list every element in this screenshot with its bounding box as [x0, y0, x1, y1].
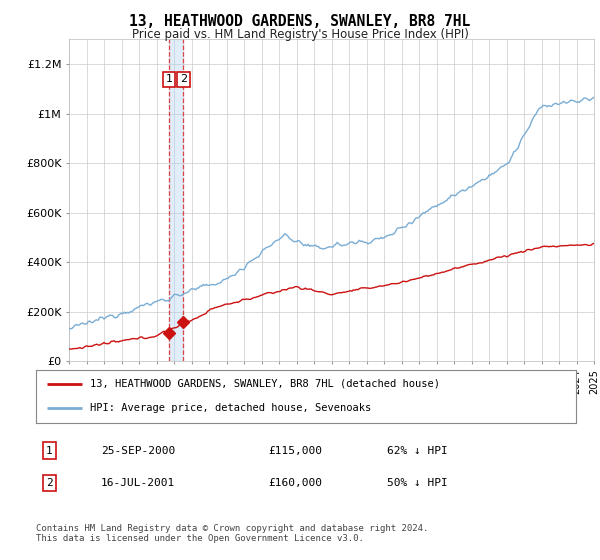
Text: 16-JUL-2001: 16-JUL-2001	[101, 478, 175, 488]
Text: 2: 2	[180, 74, 187, 85]
Text: Price paid vs. HM Land Registry's House Price Index (HPI): Price paid vs. HM Land Registry's House …	[131, 28, 469, 41]
Text: £115,000: £115,000	[268, 446, 322, 456]
Text: 1: 1	[166, 74, 173, 85]
Text: 1: 1	[46, 446, 53, 456]
Text: £160,000: £160,000	[268, 478, 322, 488]
Text: 62% ↓ HPI: 62% ↓ HPI	[387, 446, 448, 456]
Text: 2: 2	[46, 478, 53, 488]
Text: 25-SEP-2000: 25-SEP-2000	[101, 446, 175, 456]
Text: HPI: Average price, detached house, Sevenoaks: HPI: Average price, detached house, Seve…	[90, 403, 371, 413]
Text: 13, HEATHWOOD GARDENS, SWANLEY, BR8 7HL (detached house): 13, HEATHWOOD GARDENS, SWANLEY, BR8 7HL …	[90, 379, 440, 389]
Text: 50% ↓ HPI: 50% ↓ HPI	[387, 478, 448, 488]
Bar	[169, 39, 184, 361]
Text: 13, HEATHWOOD GARDENS, SWANLEY, BR8 7HL: 13, HEATHWOOD GARDENS, SWANLEY, BR8 7HL	[130, 14, 470, 29]
Text: Contains HM Land Registry data © Crown copyright and database right 2024.
This d: Contains HM Land Registry data © Crown c…	[36, 524, 428, 543]
